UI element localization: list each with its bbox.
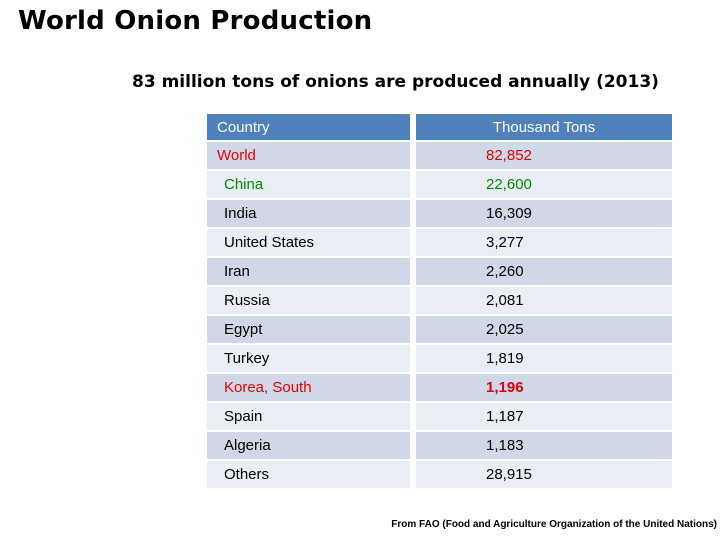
table-row: India 16,309 [207, 200, 672, 227]
country-cell: Spain [207, 403, 410, 430]
value-cell: 82,852 [416, 142, 672, 169]
table-row: Russia 2,081 [207, 287, 672, 314]
country-cell: Korea, South [207, 374, 410, 401]
country-cell: China [207, 171, 410, 198]
value-cell: 2,081 [416, 287, 672, 314]
table-row: Iran 2,260 [207, 258, 672, 285]
table-row: Egypt 2,025 [207, 316, 672, 343]
table-row: Algeria 1,183 [207, 432, 672, 459]
value-cell: 2,260 [416, 258, 672, 285]
source-footnote: From FAO (Food and Agriculture Organizat… [391, 519, 717, 530]
onion-production-table: Country Thousand Tons World 82,852 China… [207, 112, 672, 490]
table-header-row: Country Thousand Tons [207, 114, 672, 140]
value-cell: 16,309 [416, 200, 672, 227]
table-row: Others 28,915 [207, 461, 672, 488]
country-cell: Others [207, 461, 410, 488]
country-cell: Algeria [207, 432, 410, 459]
table-row: China 22,600 [207, 171, 672, 198]
country-cell: Turkey [207, 345, 410, 372]
value-cell: 1,196 [416, 374, 672, 401]
country-cell: Egypt [207, 316, 410, 343]
header-country: Country [207, 114, 410, 140]
value-cell: 22,600 [416, 171, 672, 198]
value-cell: 1,187 [416, 403, 672, 430]
value-cell: 2,025 [416, 316, 672, 343]
country-cell: Russia [207, 287, 410, 314]
table-row: United States 3,277 [207, 229, 672, 256]
country-cell: United States [207, 229, 410, 256]
page-title: World Onion Production [18, 6, 373, 36]
table-row: Spain 1,187 [207, 403, 672, 430]
value-cell: 28,915 [416, 461, 672, 488]
value-cell: 3,277 [416, 229, 672, 256]
table-row: Turkey 1,819 [207, 345, 672, 372]
country-cell: India [207, 200, 410, 227]
value-cell: 1,183 [416, 432, 672, 459]
country-cell: World [207, 142, 410, 169]
country-cell: Iran [207, 258, 410, 285]
header-thousand-tons: Thousand Tons [416, 114, 672, 140]
page-subtitle: 83 million tons of onions are produced a… [132, 72, 659, 92]
value-cell: 1,819 [416, 345, 672, 372]
table-row: Korea, South 1,196 [207, 374, 672, 401]
table-row: World 82,852 [207, 142, 672, 169]
